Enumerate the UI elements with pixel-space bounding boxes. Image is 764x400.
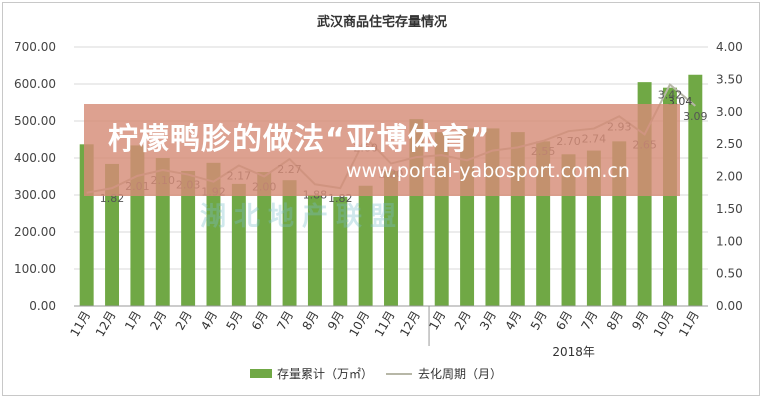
- x-tick-label: 7月: [579, 309, 601, 333]
- x-tick-label: 8月: [604, 309, 626, 333]
- y-left-tick-label: 400.00: [14, 151, 56, 165]
- bar: [333, 196, 348, 306]
- chart-title: 武汉商品住宅存量情况: [317, 14, 447, 30]
- promo-banner-url: www.portal-yabosport.com.cn: [346, 160, 630, 182]
- x-tick-label: 4月: [502, 309, 524, 333]
- legend-label-line: 去化周期（月）: [418, 367, 502, 381]
- y-right-tick-label: 2.00: [716, 170, 743, 184]
- bar: [206, 162, 221, 306]
- y-right-tick-label: 1.00: [716, 234, 743, 248]
- y-left-tick-label: 0.00: [29, 299, 56, 313]
- x-tick-label: 8月: [300, 309, 322, 333]
- data-label: 3.09: [683, 110, 708, 123]
- data-label: 3.42: [658, 89, 683, 102]
- promo-banner-title: 柠檬鸭胗的做法“亚博体育”: [108, 122, 491, 157]
- x-tick-label: 10月: [651, 309, 677, 340]
- x-tick-label: 11月: [676, 309, 702, 340]
- bar: [688, 74, 703, 306]
- y-right-tick-label: 3.00: [716, 105, 743, 119]
- x-tick-label: 12月: [397, 309, 423, 340]
- y-right-tick-label: 0.50: [716, 267, 743, 281]
- promo-banner: [84, 104, 680, 196]
- x-tick-label: 9月: [629, 309, 651, 333]
- x-tick-label: 11月: [372, 309, 398, 340]
- x-tick-label: 4月: [198, 309, 220, 333]
- y-left-tick-label: 100.00: [14, 262, 56, 276]
- y-left-tick-label: 700.00: [14, 40, 56, 54]
- x-tick-label: 5月: [223, 309, 245, 333]
- x-tick-label: 6月: [553, 309, 575, 333]
- year-label: 2018年: [552, 345, 595, 359]
- bar: [358, 185, 373, 306]
- y-left-tick-label: 600.00: [14, 77, 56, 91]
- x-tick-label: 2月: [147, 309, 169, 333]
- x-tick-label: 11月: [68, 309, 94, 340]
- y-right-tick-label: 1.50: [716, 202, 743, 216]
- chart-frame: [2, 2, 760, 396]
- x-tick-label: 10月: [346, 309, 372, 340]
- bar: [181, 170, 196, 306]
- x-tick-label: 6月: [249, 309, 271, 333]
- x-tick-label: 9月: [325, 309, 347, 333]
- y-left-tick-label: 300.00: [14, 188, 56, 202]
- y-right-tick-label: 0.00: [716, 299, 743, 313]
- bar: [105, 163, 120, 306]
- legend-label-bars: 存量累计（万㎡）: [277, 367, 373, 381]
- bar: [384, 170, 398, 306]
- x-tick-label: 1月: [122, 309, 144, 333]
- x-tick-label: 7月: [274, 309, 296, 333]
- x-tick-label: 12月: [93, 309, 119, 340]
- x-tick-label: 1月: [426, 309, 448, 333]
- bar: [257, 172, 272, 306]
- y-left-tick-label: 200.00: [14, 225, 56, 239]
- y-right-tick-label: 3.50: [716, 72, 743, 86]
- bar: [307, 195, 322, 306]
- y-right-tick-label: 4.00: [716, 40, 743, 54]
- watermark-text: 湖北地产联盟: [200, 202, 405, 232]
- legend-swatch-bars: [250, 369, 272, 378]
- bar: [231, 183, 246, 306]
- x-tick-label: 5月: [528, 309, 550, 333]
- x-tick-label: 3月: [477, 309, 499, 333]
- x-tick-label: 2月: [173, 309, 195, 333]
- y-right-tick-label: 2.50: [716, 137, 743, 151]
- bar: [282, 180, 297, 306]
- x-tick-label: 2月: [452, 309, 474, 333]
- y-left-tick-label: 500.00: [14, 114, 56, 128]
